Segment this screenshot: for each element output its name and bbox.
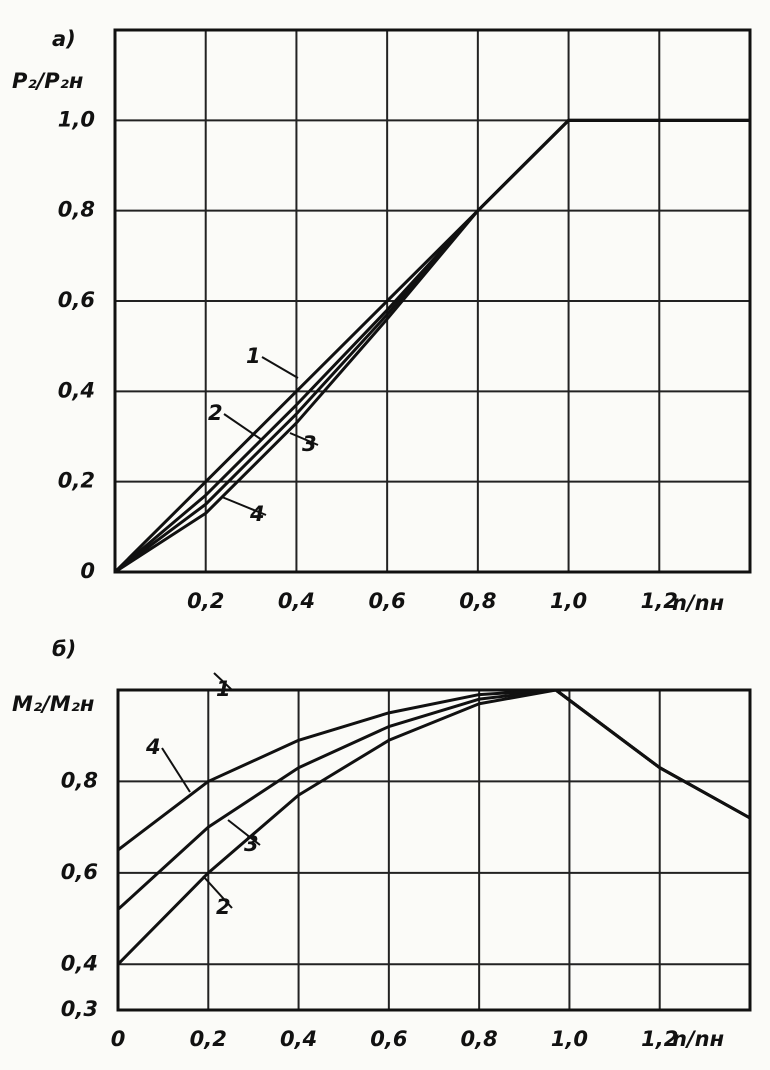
y-tick-label: 0,8	[61, 768, 98, 792]
leader-line	[161, 747, 191, 793]
plot-frame	[113, 28, 752, 574]
curve	[113, 118, 750, 574]
y-tick-label: 0,2	[58, 469, 95, 493]
curve	[117, 688, 751, 852]
leader-line	[213, 672, 233, 691]
x-tick-label: 1,0	[550, 589, 587, 613]
x-tick-label: 0	[111, 1027, 126, 1051]
curve	[118, 688, 751, 820]
chart-title: б)	[52, 637, 76, 661]
leader-line	[261, 356, 299, 379]
chart-title: а)	[52, 27, 76, 51]
y-tick-label: 0,8	[58, 198, 95, 222]
series-label: 2	[208, 401, 223, 425]
x-axis-label: n/nн	[672, 591, 724, 615]
x-tick-label: 0,8	[461, 1027, 498, 1051]
x-tick-label: 1,0	[551, 1027, 588, 1051]
y-tick-label: 1,0	[58, 107, 95, 131]
series-label: 3	[302, 432, 317, 456]
plot-frame	[116, 688, 752, 1012]
y-tick-label: 0,4	[61, 951, 98, 975]
curve	[114, 118, 750, 574]
series-label: 4	[145, 735, 161, 759]
x-tick-label: 0,4	[278, 589, 315, 613]
y-tick-label: 0,6	[61, 860, 98, 884]
x-tick-label: 0,8	[459, 589, 496, 613]
x-tick-label: 0,2	[190, 1027, 227, 1051]
leader-line	[223, 413, 263, 441]
curve	[114, 118, 750, 574]
series-label: 1	[246, 344, 261, 368]
leader-line	[221, 496, 267, 516]
x-tick-label: 0,2	[187, 589, 224, 613]
curve	[116, 688, 751, 966]
series-label: 3	[244, 832, 259, 856]
y-tick-label: 0,3	[61, 997, 98, 1021]
x-tick-label: 0,6	[370, 1027, 407, 1051]
x-tick-label: 0,6	[369, 589, 406, 613]
x-tick-label: 1,2	[641, 589, 678, 613]
x-tick-label: 1,2	[641, 1027, 678, 1051]
x-tick-label: 0,4	[280, 1027, 317, 1051]
y-axis-label: P₂/P₂н	[12, 69, 83, 93]
leader-line	[289, 432, 319, 446]
x-axis-label: n/nн	[672, 1027, 724, 1051]
curve	[114, 118, 750, 574]
leader-line	[227, 819, 261, 846]
y-tick-label: 0,4	[58, 378, 95, 402]
leader-line	[202, 875, 233, 909]
series-label: 4	[249, 502, 265, 526]
y-axis-label: M₂/M₂н	[12, 692, 94, 716]
series-label: 2	[216, 895, 231, 919]
y-tick-label: 0	[80, 559, 95, 583]
series-label: 1	[216, 677, 231, 701]
y-tick-label: 0,6	[58, 288, 95, 312]
